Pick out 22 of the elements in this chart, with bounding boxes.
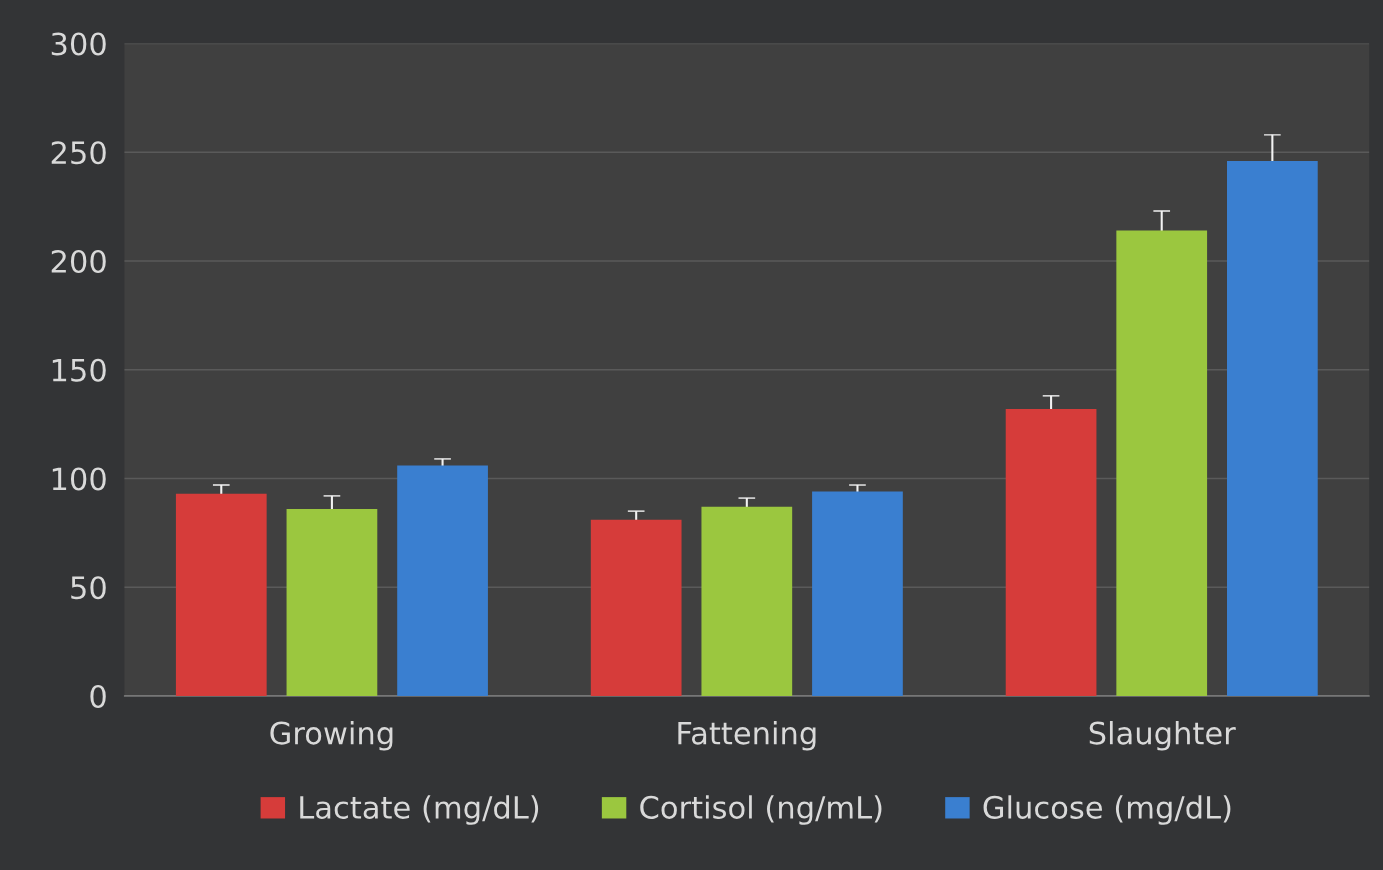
bar [175,493,267,696]
bar [1116,230,1208,696]
x-tick-label: Growing [270,721,393,751]
y-tick-label: 50 [71,576,106,600]
y-tick-label: 0 [90,684,106,709]
bar [397,465,488,696]
x-tick-label: Fattening [678,721,816,751]
y-tick-label: 100 [52,467,106,491]
x-tick-label: Slaughter [1089,721,1236,751]
bar [812,491,903,696]
legend-label: Glucose (mg/dL) [983,795,1231,825]
bar [590,519,682,696]
y-tick-label: 250 [51,141,106,165]
bar [1227,160,1318,696]
y-tick-label: 300 [51,32,106,56]
legend-label: Cortisol (ng/mL) [640,795,882,825]
y-tick-label: 200 [51,249,106,274]
legend-label: Lactate (mg/dL) [300,795,539,825]
bar [286,508,378,696]
bar [701,506,793,696]
bar [1005,408,1097,696]
y-tick-label: 150 [52,358,106,382]
